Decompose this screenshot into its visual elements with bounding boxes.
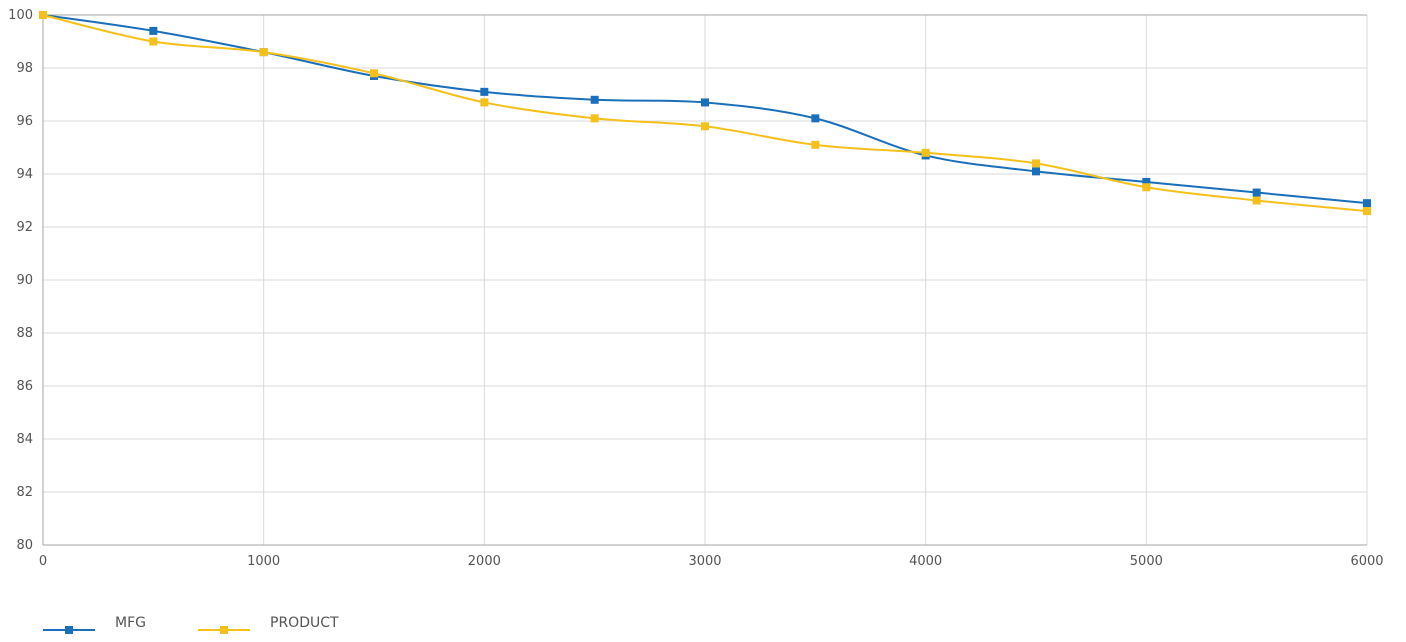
x-tick-label: 3000 <box>688 554 721 569</box>
data-point-product <box>370 69 378 78</box>
data-point-product <box>149 37 158 46</box>
x-tick-label: 0 <box>39 554 47 569</box>
data-point-product <box>701 122 709 131</box>
legend-label-product: PRODUCT <box>270 615 339 631</box>
data-point-product <box>1032 159 1040 168</box>
x-tick-label: 1000 <box>247 554 280 569</box>
data-point-product <box>1363 207 1371 216</box>
x-tick-label: 4000 <box>909 554 942 569</box>
data-point-mfg <box>1142 177 1151 186</box>
series-group <box>39 11 1371 216</box>
data-point-mfg <box>811 114 820 123</box>
data-point-product <box>1142 183 1151 192</box>
y-tick-label: 88 <box>16 326 33 341</box>
y-tick-label: 84 <box>16 432 33 447</box>
data-point-mfg <box>701 98 709 107</box>
y-tick-label: 100 <box>8 8 33 23</box>
data-point-mfg <box>480 87 489 96</box>
y-tick-label: 98 <box>16 61 33 76</box>
y-tick-label: 90 <box>16 273 33 288</box>
data-point-product <box>39 11 47 19</box>
data-point-mfg <box>1252 188 1261 197</box>
data-point-product <box>590 114 599 123</box>
x-tick-label: 2000 <box>468 554 501 569</box>
y-tick-label: 96 <box>16 114 33 129</box>
data-point-product <box>480 98 489 107</box>
y-tick-label: 80 <box>16 538 33 553</box>
grid <box>42 14 1368 546</box>
x-tick-label: 5000 <box>1130 554 1163 569</box>
legend: MFG PRODUCT <box>43 615 339 634</box>
legend-marker-mfg <box>65 626 73 634</box>
legend-item-product: PRODUCT <box>198 615 339 634</box>
y-tick-label: 94 <box>16 167 33 182</box>
data-point-mfg <box>149 26 158 35</box>
legend-item-mfg: MFG <box>43 615 146 634</box>
legend-label-mfg: MFG <box>115 615 146 631</box>
y-tick-label: 92 <box>16 220 33 235</box>
series-product <box>39 11 1371 216</box>
data-point-mfg <box>590 95 599 104</box>
y-tick-label: 86 <box>16 379 33 394</box>
data-point-product <box>1252 196 1261 205</box>
data-point-mfg <box>1363 199 1371 208</box>
legend-marker-product <box>220 626 228 634</box>
data-point-product <box>921 148 930 157</box>
data-point-mfg <box>1032 167 1040 176</box>
x-tick-label: 6000 <box>1350 554 1383 569</box>
data-point-product <box>811 140 820 149</box>
data-point-product <box>259 48 268 57</box>
y-tick-label: 82 <box>16 485 33 500</box>
